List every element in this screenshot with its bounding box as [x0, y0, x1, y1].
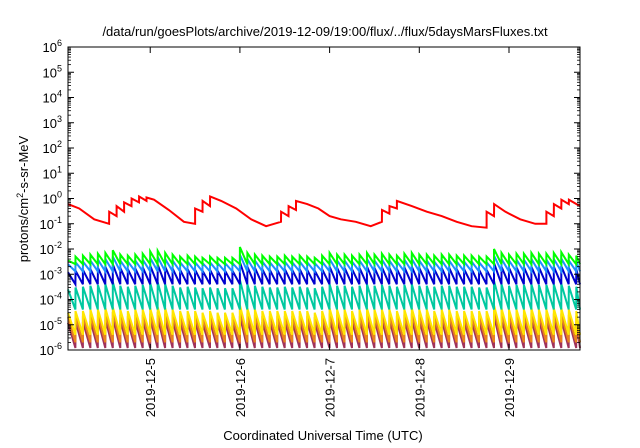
y-tick-base: 10: [40, 343, 54, 358]
y-tick-label: 10-6: [40, 341, 62, 358]
y-tick-exp: 1: [57, 164, 62, 174]
series-layer: [67, 194, 581, 349]
x-tick-label: 2019-12-8: [412, 358, 427, 417]
y-tick-label: 106: [43, 38, 62, 55]
x-tick-label: 2019-12-9: [502, 358, 517, 417]
y-axis-label-prefix: protons/cm: [16, 198, 31, 262]
y-tick-label: 104: [43, 89, 62, 106]
y-tick-base: 10: [43, 65, 57, 80]
y-tick-base: 10: [40, 242, 54, 257]
x-tick-label: 2019-12-7: [323, 358, 338, 417]
tick-layer: [68, 46, 580, 351]
series-line: [67, 194, 581, 229]
y-tick-exp: 6: [57, 38, 62, 48]
y-tick-label: 101: [43, 164, 62, 181]
y-tick-exp: 5: [57, 63, 62, 73]
y-tick-label: 102: [43, 139, 62, 156]
y-tick-base: 10: [43, 91, 57, 106]
y-tick-label: 10-4: [40, 291, 62, 308]
y-tick-label: 105: [43, 63, 62, 80]
y-tick-label: 103: [43, 114, 62, 131]
y-tick-label: 10-5: [40, 316, 62, 333]
x-tick-label: 2019-12-5: [143, 358, 158, 417]
y-tick-base: 10: [43, 40, 57, 55]
y-tick-base: 10: [40, 217, 54, 232]
y-tick-exp: -6: [54, 341, 62, 351]
y-tick-label: 10-3: [40, 265, 62, 282]
series-line: [67, 246, 581, 269]
series-line: [67, 304, 581, 336]
y-tick-base: 10: [40, 318, 54, 333]
chart-title: /data/run/goesPlots/archive/2019-12-09/1…: [102, 24, 548, 39]
plot-frame: [67, 46, 581, 351]
series-line: [67, 315, 581, 349]
y-axis-label-sup: 2: [15, 193, 25, 198]
y-tick-base: 10: [43, 116, 57, 131]
y-tick-exp: 3: [57, 114, 62, 124]
y-tick-label: 10-2: [40, 240, 62, 257]
x-axis-label: Coordinated Universal Time (UTC): [223, 428, 422, 443]
y-axis-label: protons/cm2-s-sr-MeV: [15, 135, 31, 262]
x-tick-labels: 2019-12-5 2019-12-6 2019-12-7 2019-12-8 2019…: [143, 358, 517, 417]
y-tick-base: 10: [43, 166, 57, 181]
y-tick-exp: -4: [54, 291, 62, 301]
y-tick-exp: -5: [54, 316, 62, 326]
y-tick-base: 10: [43, 192, 57, 207]
y-tick-exp: -2: [54, 240, 62, 250]
series-line: [67, 254, 581, 276]
y-tick-label: 100: [43, 190, 62, 207]
y-tick-base: 10: [43, 141, 57, 156]
x-tick-label: 2019-12-6: [233, 358, 248, 417]
y-tick-base: 10: [40, 293, 54, 308]
y-tick-exp: -3: [54, 265, 62, 275]
y-tick-label: 10-1: [40, 215, 62, 232]
series-line: [67, 261, 581, 288]
y-tick-labels: 10-610-510-410-310-210-11001011021031041…: [40, 38, 62, 358]
y-tick-exp: 0: [57, 190, 62, 200]
y-tick-exp: -1: [54, 215, 62, 225]
y-tick-exp: 4: [57, 89, 62, 99]
series-line: [67, 309, 581, 343]
y-tick-exp: 2: [57, 139, 62, 149]
plot-area: [67, 46, 581, 351]
y-tick-base: 10: [40, 267, 54, 282]
y-axis-label-suffix: -s-sr-MeV: [16, 135, 31, 192]
series-line: [67, 279, 581, 310]
